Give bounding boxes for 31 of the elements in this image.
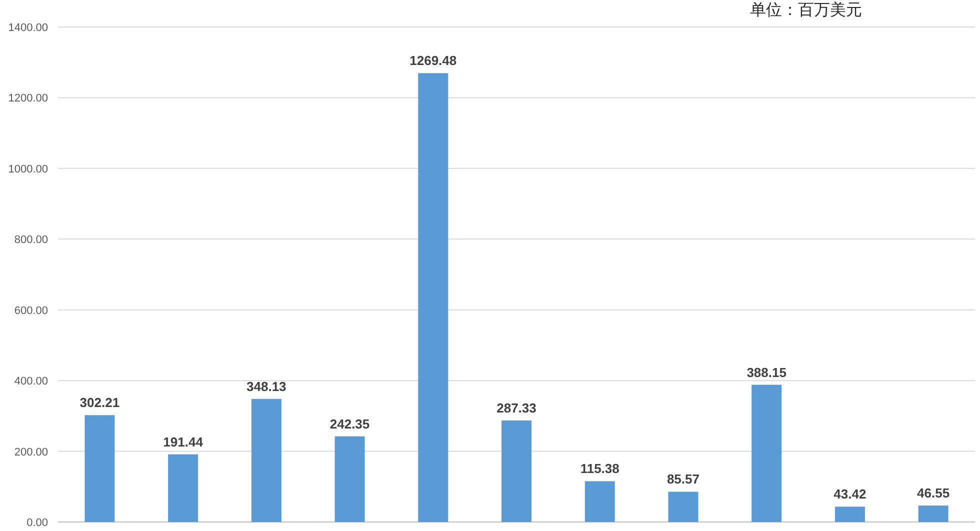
bar (168, 454, 198, 522)
y-tick-label: 200.00 (14, 446, 48, 458)
y-tick-label: 800.00 (14, 234, 48, 246)
bar (918, 506, 948, 522)
data-label: 388.15 (746, 364, 786, 380)
y-tick-label: 1200.00 (8, 92, 48, 105)
bar (334, 436, 365, 522)
data-label: 348.13 (246, 378, 286, 394)
bar (251, 398, 282, 522)
data-label: 242.35 (330, 416, 370, 432)
bar (84, 415, 115, 522)
y-tick-label: 1000.00 (8, 163, 48, 176)
bar (502, 420, 532, 522)
bar (584, 481, 615, 522)
data-label: 1269.48 (410, 53, 457, 68)
data-label: 287.33 (496, 400, 536, 416)
y-tick-label: 1400.00 (8, 22, 48, 34)
data-label: 302.21 (80, 395, 120, 410)
data-label: 115.38 (580, 461, 620, 476)
bar (668, 492, 698, 522)
data-label: 191.44 (163, 434, 204, 450)
data-label: 43.42 (834, 486, 866, 502)
y-tick-label: 400.00 (14, 376, 48, 388)
y-tick-label: 0.00 (26, 517, 48, 529)
y-tick-label: 600.00 (14, 304, 48, 317)
data-label: 85.57 (666, 472, 700, 487)
bar (834, 506, 865, 522)
text: 单位：百万美元 (750, 0, 862, 19)
data-label: 46.55 (917, 486, 950, 501)
bar (752, 384, 782, 522)
bar (418, 73, 448, 522)
